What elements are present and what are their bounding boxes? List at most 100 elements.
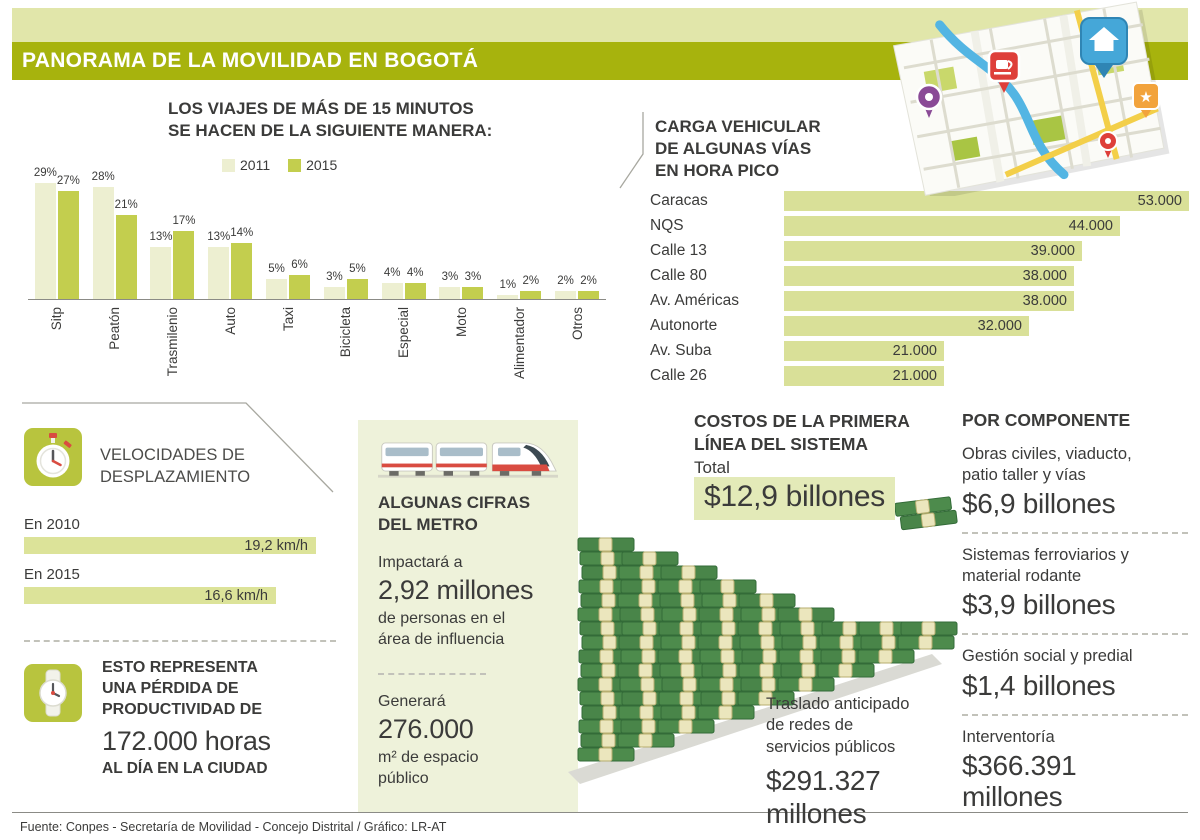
bar-value-label: 29%	[33, 167, 57, 179]
component-desc-line: material rodante	[962, 566, 1082, 585]
bar-value-label: 17%	[172, 215, 196, 227]
costs-total-value: $12,9 billones	[694, 477, 895, 520]
vehicle-load-chart: Caracas 53.000 NQS 44.000 Calle 13 39.000 Call…	[650, 190, 1189, 390]
bar-2015: 2%	[520, 275, 542, 299]
bar-2015: 21%	[115, 199, 138, 299]
trips-title-line2: SE HACEN DE LA SIGUIENTE MANERA:	[168, 120, 493, 140]
productivity-line2: UNA PÉRDIDA DE	[102, 679, 239, 697]
speed-value: 16,6 km/h	[204, 587, 268, 604]
page-title: PANORAMA DE LA MOVILIDAD EN BOGOTÁ	[22, 49, 479, 72]
star-pin-icon: ★	[1132, 82, 1160, 118]
road-bar: 38.000	[784, 291, 1074, 311]
category-cell: Moto	[433, 300, 491, 420]
footer-source: Fuente: Conpes - Secretaría de Movilidad…	[20, 820, 447, 834]
bar-value-label: 2%	[522, 275, 540, 287]
component-value: $366.391 millones	[962, 750, 1188, 813]
bar-group-taxi: 5% 6%	[259, 259, 317, 299]
legend-swatch-2011	[222, 158, 235, 172]
bar-value-label: 4%	[383, 267, 401, 279]
legend-label-2011: 2011	[240, 157, 271, 173]
legend-swatch-2015	[288, 158, 302, 172]
transfer-desc-line2: de redes de	[766, 716, 854, 735]
legend-label-2015: 2015	[306, 157, 338, 173]
component-item: Sistemas ferroviarios y material rodante $…	[962, 534, 1188, 636]
road-bar: 32.000	[784, 316, 1029, 336]
component-value: $6,9 billones	[962, 488, 1188, 520]
component-desc-line: Obras civiles, viaducto,	[962, 445, 1132, 463]
bar-2011: 13%	[207, 231, 230, 299]
category-cell: Otros	[548, 300, 606, 420]
transfer-desc-line1: Traslado anticipado	[766, 695, 910, 713]
road-label: Calle 26	[650, 367, 707, 384]
category-cell: Auto	[201, 300, 259, 420]
transfer-value-line1: $291.327	[766, 765, 881, 797]
footer-divider	[12, 812, 1188, 813]
road-bar: 21.000	[784, 366, 944, 386]
road-row: NQS 44.000	[650, 215, 1189, 237]
trips-title-line1: LOS VIAJES DE MÁS DE 15 MINUTOS	[168, 99, 474, 118]
road-label: NQS	[650, 217, 684, 234]
category-label: Especial	[396, 307, 412, 359]
costs-title-line1: COSTOS DE LA PRIMERA	[694, 411, 910, 431]
speeds-chart: En 2010 19,2 km/h En 2015 16,6 km/h	[24, 516, 318, 604]
metro-train-icon	[378, 442, 558, 478]
money-stacks-illustration	[568, 496, 958, 784]
marker-pin-icon	[1098, 131, 1118, 158]
category-label: Otros	[569, 307, 585, 341]
money-loose-bundles	[894, 496, 958, 531]
bar-2015: 14%	[230, 227, 253, 299]
road-value: 21.000	[892, 343, 937, 359]
category-label: Bicicleta	[338, 307, 354, 358]
metro-fact1-value: 2,92 millones	[378, 575, 534, 606]
bar-2011: 3%	[439, 271, 461, 299]
transfer-desc: Traslado anticipado de redes de servicio…	[766, 694, 951, 758]
road-row: Calle 26 21.000	[650, 365, 1189, 387]
road-row: Caracas 53.000	[650, 190, 1189, 212]
bar-value-label: 1%	[499, 279, 517, 291]
component-value: $1,4 billones	[962, 670, 1188, 702]
road-bar: 44.000	[784, 216, 1120, 236]
category-cell: Peatón	[86, 300, 144, 420]
metro-fact1-desc: de personas en el área de influencia	[378, 609, 558, 651]
map-river	[935, 20, 1069, 180]
bar-2011: 13%	[149, 231, 173, 299]
transfer-desc-line3: servicios públicos	[766, 737, 896, 756]
costs-title-line2: LÍNEA DEL SISTEMA	[694, 433, 869, 454]
metro-panel: ALGUNAS CIFRAS DEL METRO Impactará a 2,9…	[358, 420, 578, 812]
component-desc-line: patio taller y vías	[962, 465, 1086, 484]
bar-value-label: 3%	[464, 271, 482, 283]
legend-item-2015: 2015	[288, 157, 337, 173]
metro-fact2-desc: m² de espacio público	[378, 748, 558, 790]
transfer-cost-block: Traslado anticipado de redes de servicio…	[766, 694, 951, 830]
category-cell: Trasmilenio	[144, 300, 202, 420]
trips-chart-title: LOS VIAJES DE MÁS DE 15 MINUTOS SE HACEN…	[168, 98, 492, 142]
vehicle-load-title-line2: DE ALGUNAS VÍAS	[655, 139, 812, 159]
road-row: Calle 80 38.000	[650, 265, 1189, 287]
trips-bar-chart: 29% 27% 28% 21% 13% 17% 13% 14% 5% 6% 3% 5% 4% 4% 3% 3%…	[28, 152, 606, 420]
trips-legend: 2011 2015	[222, 157, 337, 173]
category-cell: Especial	[375, 300, 433, 420]
category-cell: Bicicleta	[317, 300, 375, 420]
bar-2015: 2%	[578, 275, 600, 299]
bar-value-label: 27%	[56, 175, 80, 187]
road-value: 38.000	[1022, 293, 1067, 309]
speed-value: 19,2 km/h	[244, 537, 308, 554]
category-cell: Taxi	[259, 300, 317, 420]
category-label: Sitp	[49, 307, 65, 331]
speed-year-label: En 2015	[24, 566, 80, 583]
bar-group-alimentador: 1% 2%	[490, 275, 548, 299]
city-map-illustration: ★	[892, 1, 1170, 196]
road-value: 44.000	[1068, 218, 1113, 234]
road-label: Calle 13	[650, 242, 707, 259]
costs-title: COSTOS DE LA PRIMERA LÍNEA DEL SISTEMA	[694, 410, 910, 456]
map-park	[951, 136, 981, 161]
component-value-line: $6,9 billones	[962, 488, 1116, 520]
metro-title-line1: ALGUNAS CIFRAS	[378, 493, 531, 512]
component-value-line: $366.391	[962, 750, 1077, 782]
road-row: Av. Suba 21.000	[650, 340, 1189, 362]
bar-2015: 17%	[172, 215, 196, 299]
bar-group-trasmilenio: 13% 17%	[144, 215, 202, 299]
bar-group-auto: 13% 14%	[201, 227, 259, 299]
dashed-divider	[378, 672, 486, 675]
